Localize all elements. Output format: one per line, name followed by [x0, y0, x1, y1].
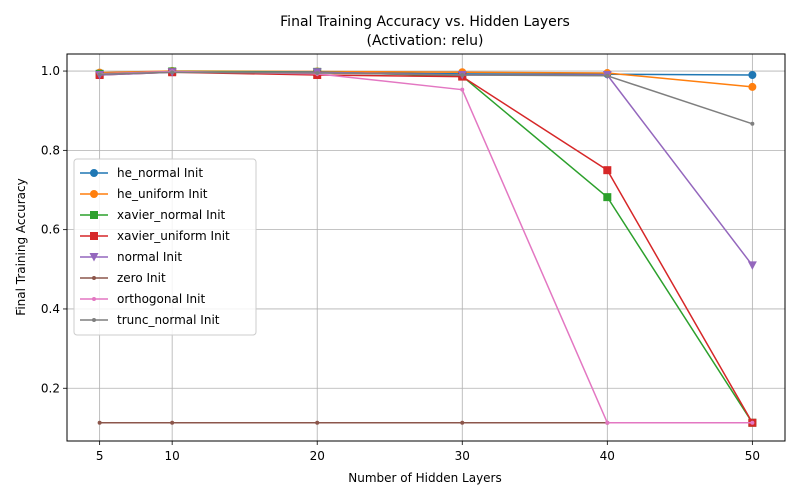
legend-item: he_uniform Init — [80, 187, 208, 201]
plot-frame — [66, 53, 786, 442]
y-tick-label: 1.0 — [41, 64, 60, 78]
series-layer — [95, 67, 757, 427]
y-tick-label: 0.8 — [41, 143, 60, 157]
data-point — [605, 73, 610, 78]
y-tick-label: 0.2 — [41, 381, 60, 395]
x-tick-label: 5 — [96, 449, 104, 463]
y-axis-label: Final Training Accuracy — [14, 178, 28, 315]
legend-item: he_normal Init — [80, 166, 203, 180]
data-point — [315, 420, 320, 425]
y-tick-label: 0.4 — [41, 302, 60, 316]
legend-label: normal Init — [117, 250, 182, 264]
y-axis-ticks: 0.2 0.4 0.6 0.8 1.0 — [41, 64, 67, 395]
legend-marker — [90, 211, 98, 219]
data-point — [748, 71, 757, 80]
data-point — [750, 420, 755, 425]
legend-label: trunc_normal Init — [117, 313, 220, 327]
legend-marker — [90, 169, 98, 177]
data-point — [315, 71, 320, 76]
legend-label: orthogonal Init — [117, 292, 205, 306]
x-tick-label: 40 — [600, 449, 615, 463]
data-point — [97, 72, 102, 77]
legend-item: xavier_uniform Init — [80, 229, 230, 243]
legend-item: trunc_normal Init — [80, 313, 220, 327]
series-he-uniform-init — [95, 67, 757, 91]
data-point — [748, 82, 757, 91]
data-point — [97, 420, 102, 425]
y-tick-label: 0.6 — [41, 223, 60, 237]
data-point — [603, 166, 612, 175]
x-tick-label: 30 — [455, 449, 470, 463]
legend-marker — [89, 253, 99, 262]
legend-marker — [90, 190, 98, 198]
data-point — [460, 420, 465, 425]
series-line-trunc-normal-init — [99, 71, 753, 125]
data-point — [750, 121, 755, 126]
legend-item: xavier_normal Init — [80, 208, 226, 222]
chart-title: Final Training Accuracy vs. Hidden Layer… — [280, 14, 570, 30]
series-trunc-normal-init — [97, 70, 755, 126]
legend-item: zero Init — [80, 271, 166, 285]
x-tick-label: 50 — [745, 449, 760, 463]
data-point — [747, 261, 757, 270]
x-axis-ticks: 5 10 20 30 40 50 — [96, 441, 760, 463]
data-point — [460, 73, 465, 78]
legend-label: he_normal Init — [117, 166, 203, 180]
chart-subtitle: (Activation: relu) — [366, 33, 483, 49]
legend-marker — [92, 276, 96, 280]
legend: he_normal Init he_uniform Init xavier_norm… — [73, 158, 257, 336]
data-point — [460, 87, 465, 92]
legend-label: zero Init — [117, 271, 166, 285]
legend-marker — [92, 297, 96, 301]
legend-item: orthogonal Init — [80, 292, 205, 306]
data-point — [170, 70, 175, 75]
legend-marker — [92, 318, 96, 322]
legend-item: normal Init — [80, 250, 182, 264]
legend-label: he_uniform Init — [117, 187, 208, 201]
x-tick-label: 10 — [165, 449, 180, 463]
legend-box — [73, 158, 257, 336]
legend-marker — [90, 232, 98, 240]
x-axis-label: Number of Hidden Layers — [348, 471, 502, 485]
legend-label: xavier_uniform Init — [117, 229, 230, 243]
data-point — [605, 420, 610, 425]
x-tick-label: 20 — [310, 449, 325, 463]
data-point — [603, 193, 612, 202]
data-point — [170, 420, 175, 425]
legend-label: xavier_normal Init — [117, 208, 226, 222]
